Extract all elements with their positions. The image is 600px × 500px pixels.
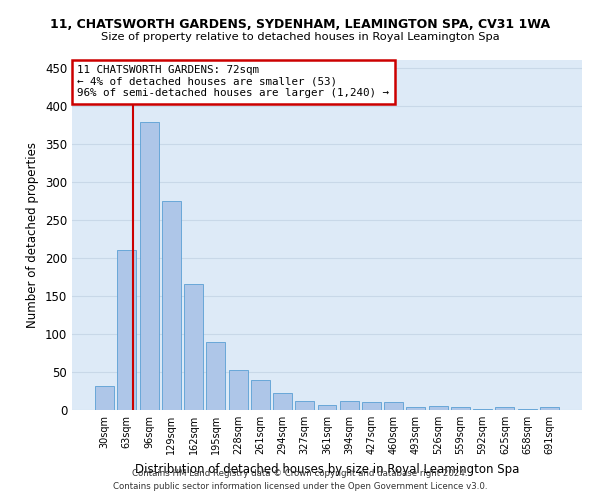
Bar (496, 407, 514, 410)
Text: 11, CHATSWORTH GARDENS, SYDENHAM, LEAMINGTON SPA, CV31 1WA: 11, CHATSWORTH GARDENS, SYDENHAM, LEAMIN… (50, 18, 550, 30)
Bar (317, 406, 337, 410)
Bar (162, 201, 181, 410)
Text: 11 CHATSWORTH GARDENS: 72sqm
← 4% of detached houses are smaller (53)
96% of sem: 11 CHATSWORTH GARDENS: 72sqm ← 4% of det… (77, 66, 389, 98)
Bar (206, 342, 225, 410)
Y-axis label: Number of detached properties: Number of detached properties (26, 142, 40, 328)
Text: Size of property relative to detached houses in Royal Leamington Spa: Size of property relative to detached ho… (101, 32, 499, 42)
Bar (429, 406, 448, 410)
Bar (451, 407, 470, 410)
Bar (295, 401, 314, 410)
Bar (140, 122, 158, 410)
Bar (273, 392, 292, 410)
Bar (229, 370, 248, 410)
Bar (473, 409, 492, 410)
Bar (118, 250, 136, 410)
Bar (362, 402, 381, 410)
Text: Contains HM Land Registry data © Crown copyright and database right 2024.: Contains HM Land Registry data © Crown c… (132, 468, 468, 477)
Text: Contains public sector information licensed under the Open Government Licence v3: Contains public sector information licen… (113, 482, 487, 491)
Bar (406, 407, 425, 410)
Bar (384, 402, 403, 410)
Bar (95, 386, 114, 410)
Bar (518, 409, 536, 410)
Bar (340, 401, 359, 410)
X-axis label: Distribution of detached houses by size in Royal Leamington Spa: Distribution of detached houses by size … (135, 462, 519, 475)
Bar (540, 407, 559, 410)
Bar (184, 284, 203, 410)
Bar (251, 380, 270, 410)
